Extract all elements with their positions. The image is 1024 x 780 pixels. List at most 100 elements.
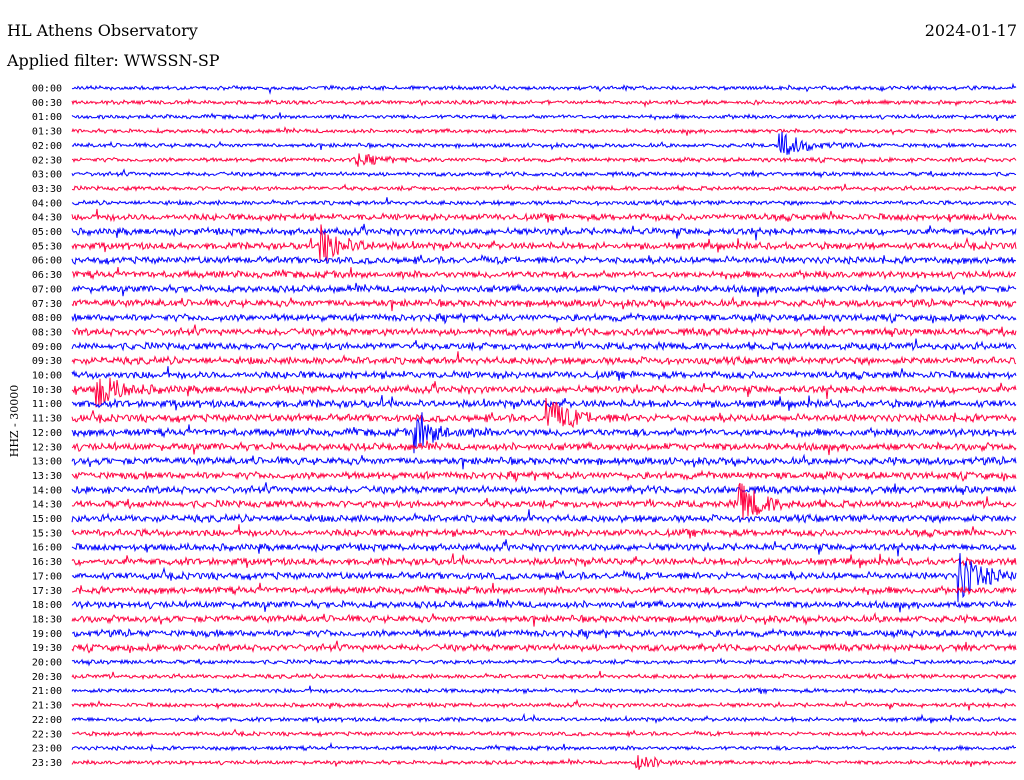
- trace-line: [71, 670, 1017, 681]
- row-time-label: 19:30: [32, 643, 62, 654]
- trace-line: [71, 324, 1017, 338]
- row-time-label: 16:00: [32, 543, 62, 554]
- trace-line: [71, 311, 1017, 325]
- trace-line: [71, 640, 1017, 654]
- filter-label: Applied filter: WWSSN-SP: [7, 51, 220, 70]
- row-time-label: 08:00: [32, 313, 62, 324]
- trace-line: [71, 98, 1017, 109]
- row-time-label: 23:30: [32, 758, 62, 769]
- row-time-label: 04:30: [32, 213, 62, 224]
- row-time-label: 01:30: [32, 127, 62, 138]
- row-time-label: 13:30: [32, 471, 62, 482]
- row-time-label: 19:00: [32, 629, 62, 640]
- row-time-label: 07:30: [32, 299, 62, 310]
- trace-line: [71, 168, 1017, 179]
- row-time-label: 02:30: [32, 155, 62, 166]
- trace-line: [71, 377, 1017, 408]
- trace-line: [71, 253, 1017, 266]
- trace-line: [71, 132, 1017, 155]
- row-time-label: 00:30: [32, 98, 62, 109]
- row-time-label: 06:30: [32, 270, 62, 281]
- row-time-label: 09:30: [32, 356, 62, 367]
- row-time-label: 04:00: [32, 198, 62, 209]
- row-time-label: 18:30: [32, 614, 62, 625]
- trace-line: [71, 112, 1017, 122]
- row-time-label: 17:00: [32, 571, 62, 582]
- trace-line: [71, 712, 1017, 725]
- row-time-label: 05:00: [32, 227, 62, 238]
- trace-line: [71, 509, 1017, 525]
- row-time-label: 14:00: [32, 485, 62, 496]
- trace-line: [71, 482, 1017, 519]
- trace-line: [71, 296, 1017, 312]
- row-time-label: 15:30: [32, 528, 62, 539]
- row-time-label: 02:00: [32, 141, 62, 152]
- trace-line: [71, 153, 1017, 167]
- trace-line: [71, 741, 1017, 753]
- row-time-label: 01:00: [32, 112, 62, 123]
- trace-line: [71, 183, 1017, 193]
- trace-line: [71, 412, 1017, 454]
- row-time-label: 10:30: [32, 385, 62, 396]
- row-time-label: 20:00: [32, 658, 62, 669]
- row-time-label: 10:00: [32, 371, 62, 382]
- row-time-label: 09:00: [32, 342, 62, 353]
- trace-line: [71, 728, 1017, 738]
- trace-line: [71, 282, 1017, 297]
- row-time-label: 15:00: [32, 514, 62, 525]
- trace-line: [71, 469, 1017, 483]
- row-time-label: 22:00: [32, 715, 62, 726]
- trace-line: [71, 398, 1017, 429]
- trace-line: [71, 611, 1017, 627]
- row-time-label: 12:00: [32, 428, 62, 439]
- trace-line: [71, 197, 1017, 207]
- trace-line: [71, 395, 1017, 411]
- row-time-label: 14:30: [32, 500, 62, 511]
- row-time-label: 13:00: [32, 457, 62, 468]
- trace-line: [71, 482, 1017, 496]
- row-time-label: 00:00: [32, 84, 62, 95]
- trace-line: [71, 627, 1017, 641]
- record-date: 2024-01-17: [924, 21, 1017, 40]
- trace-line: [71, 82, 1017, 95]
- row-time-label: 08:30: [32, 327, 62, 338]
- row-time-label: 17:30: [32, 586, 62, 597]
- row-time-label: 21:30: [32, 701, 62, 712]
- trace-line: [71, 440, 1017, 456]
- trace-line: [71, 755, 1017, 770]
- row-time-label: 20:30: [32, 672, 62, 683]
- trace-line: [71, 338, 1017, 352]
- trace-line: [71, 126, 1017, 136]
- trace-line: [71, 582, 1017, 596]
- row-time-label: 03:30: [32, 184, 62, 195]
- row-time-label: 21:00: [32, 686, 62, 697]
- row-time-label: 11:30: [32, 414, 62, 425]
- trace-line: [71, 685, 1017, 695]
- trace-line: [71, 553, 1017, 603]
- row-time-label: 22:30: [32, 729, 62, 740]
- trace-line: [71, 208, 1017, 223]
- row-time-label: 11:00: [32, 399, 62, 410]
- trace-line: [71, 698, 1017, 711]
- trace-line: [71, 539, 1017, 557]
- station-title: HL Athens Observatory: [7, 21, 198, 40]
- trace-line: [71, 524, 1017, 539]
- trace-line: [71, 553, 1017, 569]
- trace-line: [71, 598, 1017, 613]
- row-time-label: 06:00: [32, 256, 62, 267]
- trace-line: [71, 223, 1017, 241]
- trace-line: [71, 453, 1017, 470]
- row-time-label: 05:30: [32, 241, 62, 252]
- row-time-label: 23:00: [32, 744, 62, 755]
- trace-line: [71, 224, 1017, 262]
- trace-line: [71, 267, 1017, 281]
- trace-line: [71, 366, 1017, 381]
- trace-line: [71, 351, 1017, 367]
- row-time-label: 12:30: [32, 442, 62, 453]
- row-time-label: 07:00: [32, 284, 62, 295]
- row-time-label: 18:00: [32, 600, 62, 611]
- row-time-label: 03:00: [32, 170, 62, 181]
- row-time-label: 16:30: [32, 557, 62, 568]
- trace-line: [71, 656, 1017, 667]
